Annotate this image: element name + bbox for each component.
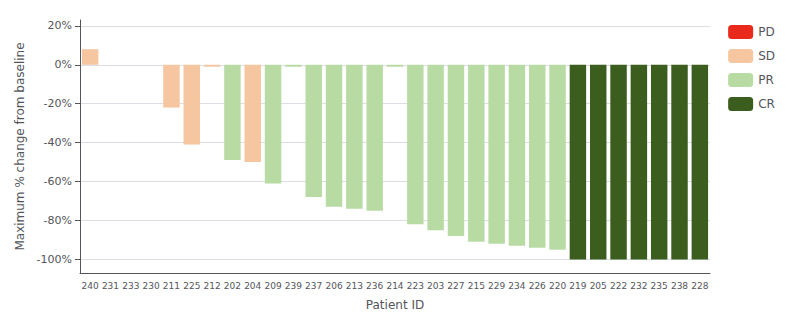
svg-text:222: 222 <box>610 281 627 291</box>
svg-text:Patient ID: Patient ID <box>366 298 424 312</box>
svg-text:240: 240 <box>82 281 99 291</box>
svg-text:212: 212 <box>204 281 221 291</box>
svg-text:229: 229 <box>488 281 505 291</box>
svg-text:214: 214 <box>386 281 403 291</box>
svg-text:238: 238 <box>671 281 688 291</box>
svg-text:0%: 0% <box>55 58 72 71</box>
svg-text:219: 219 <box>569 281 586 291</box>
svg-text:-20%: -20% <box>44 97 72 110</box>
svg-text:236: 236 <box>366 281 383 291</box>
svg-text:206: 206 <box>325 281 342 291</box>
svg-text:215: 215 <box>468 281 485 291</box>
svg-text:234: 234 <box>508 281 525 291</box>
svg-text:235: 235 <box>651 281 668 291</box>
svg-text:-60%: -60% <box>44 175 72 188</box>
svg-text:239: 239 <box>285 281 302 291</box>
svg-text:CR: CR <box>758 97 775 111</box>
svg-text:213: 213 <box>346 281 363 291</box>
svg-text:225: 225 <box>183 281 200 291</box>
svg-text:20%: 20% <box>48 19 72 32</box>
svg-text:228: 228 <box>691 281 708 291</box>
svg-text:PR: PR <box>758 73 774 87</box>
svg-text:226: 226 <box>529 281 546 291</box>
svg-text:PD: PD <box>758 25 774 39</box>
svg-text:204: 204 <box>244 281 261 291</box>
svg-text:223: 223 <box>407 281 424 291</box>
svg-text:-80%: -80% <box>44 214 72 227</box>
svg-text:-40%: -40% <box>44 136 72 149</box>
svg-text:237: 237 <box>305 281 322 291</box>
svg-text:203: 203 <box>427 281 444 291</box>
svg-text:205: 205 <box>590 281 607 291</box>
svg-text:227: 227 <box>447 281 464 291</box>
svg-text:SD: SD <box>758 49 775 63</box>
svg-text:-100%: -100% <box>37 253 72 266</box>
svg-text:209: 209 <box>264 281 281 291</box>
svg-text:232: 232 <box>630 281 647 291</box>
svg-text:Maximum % change from baseline: Maximum % change from baseline <box>13 42 27 250</box>
svg-text:202: 202 <box>224 281 241 291</box>
svg-text:211: 211 <box>163 281 180 291</box>
svg-text:233: 233 <box>122 281 139 291</box>
svg-text:231: 231 <box>102 281 119 291</box>
svg-text:220: 220 <box>549 281 566 291</box>
svg-text:230: 230 <box>143 281 160 291</box>
